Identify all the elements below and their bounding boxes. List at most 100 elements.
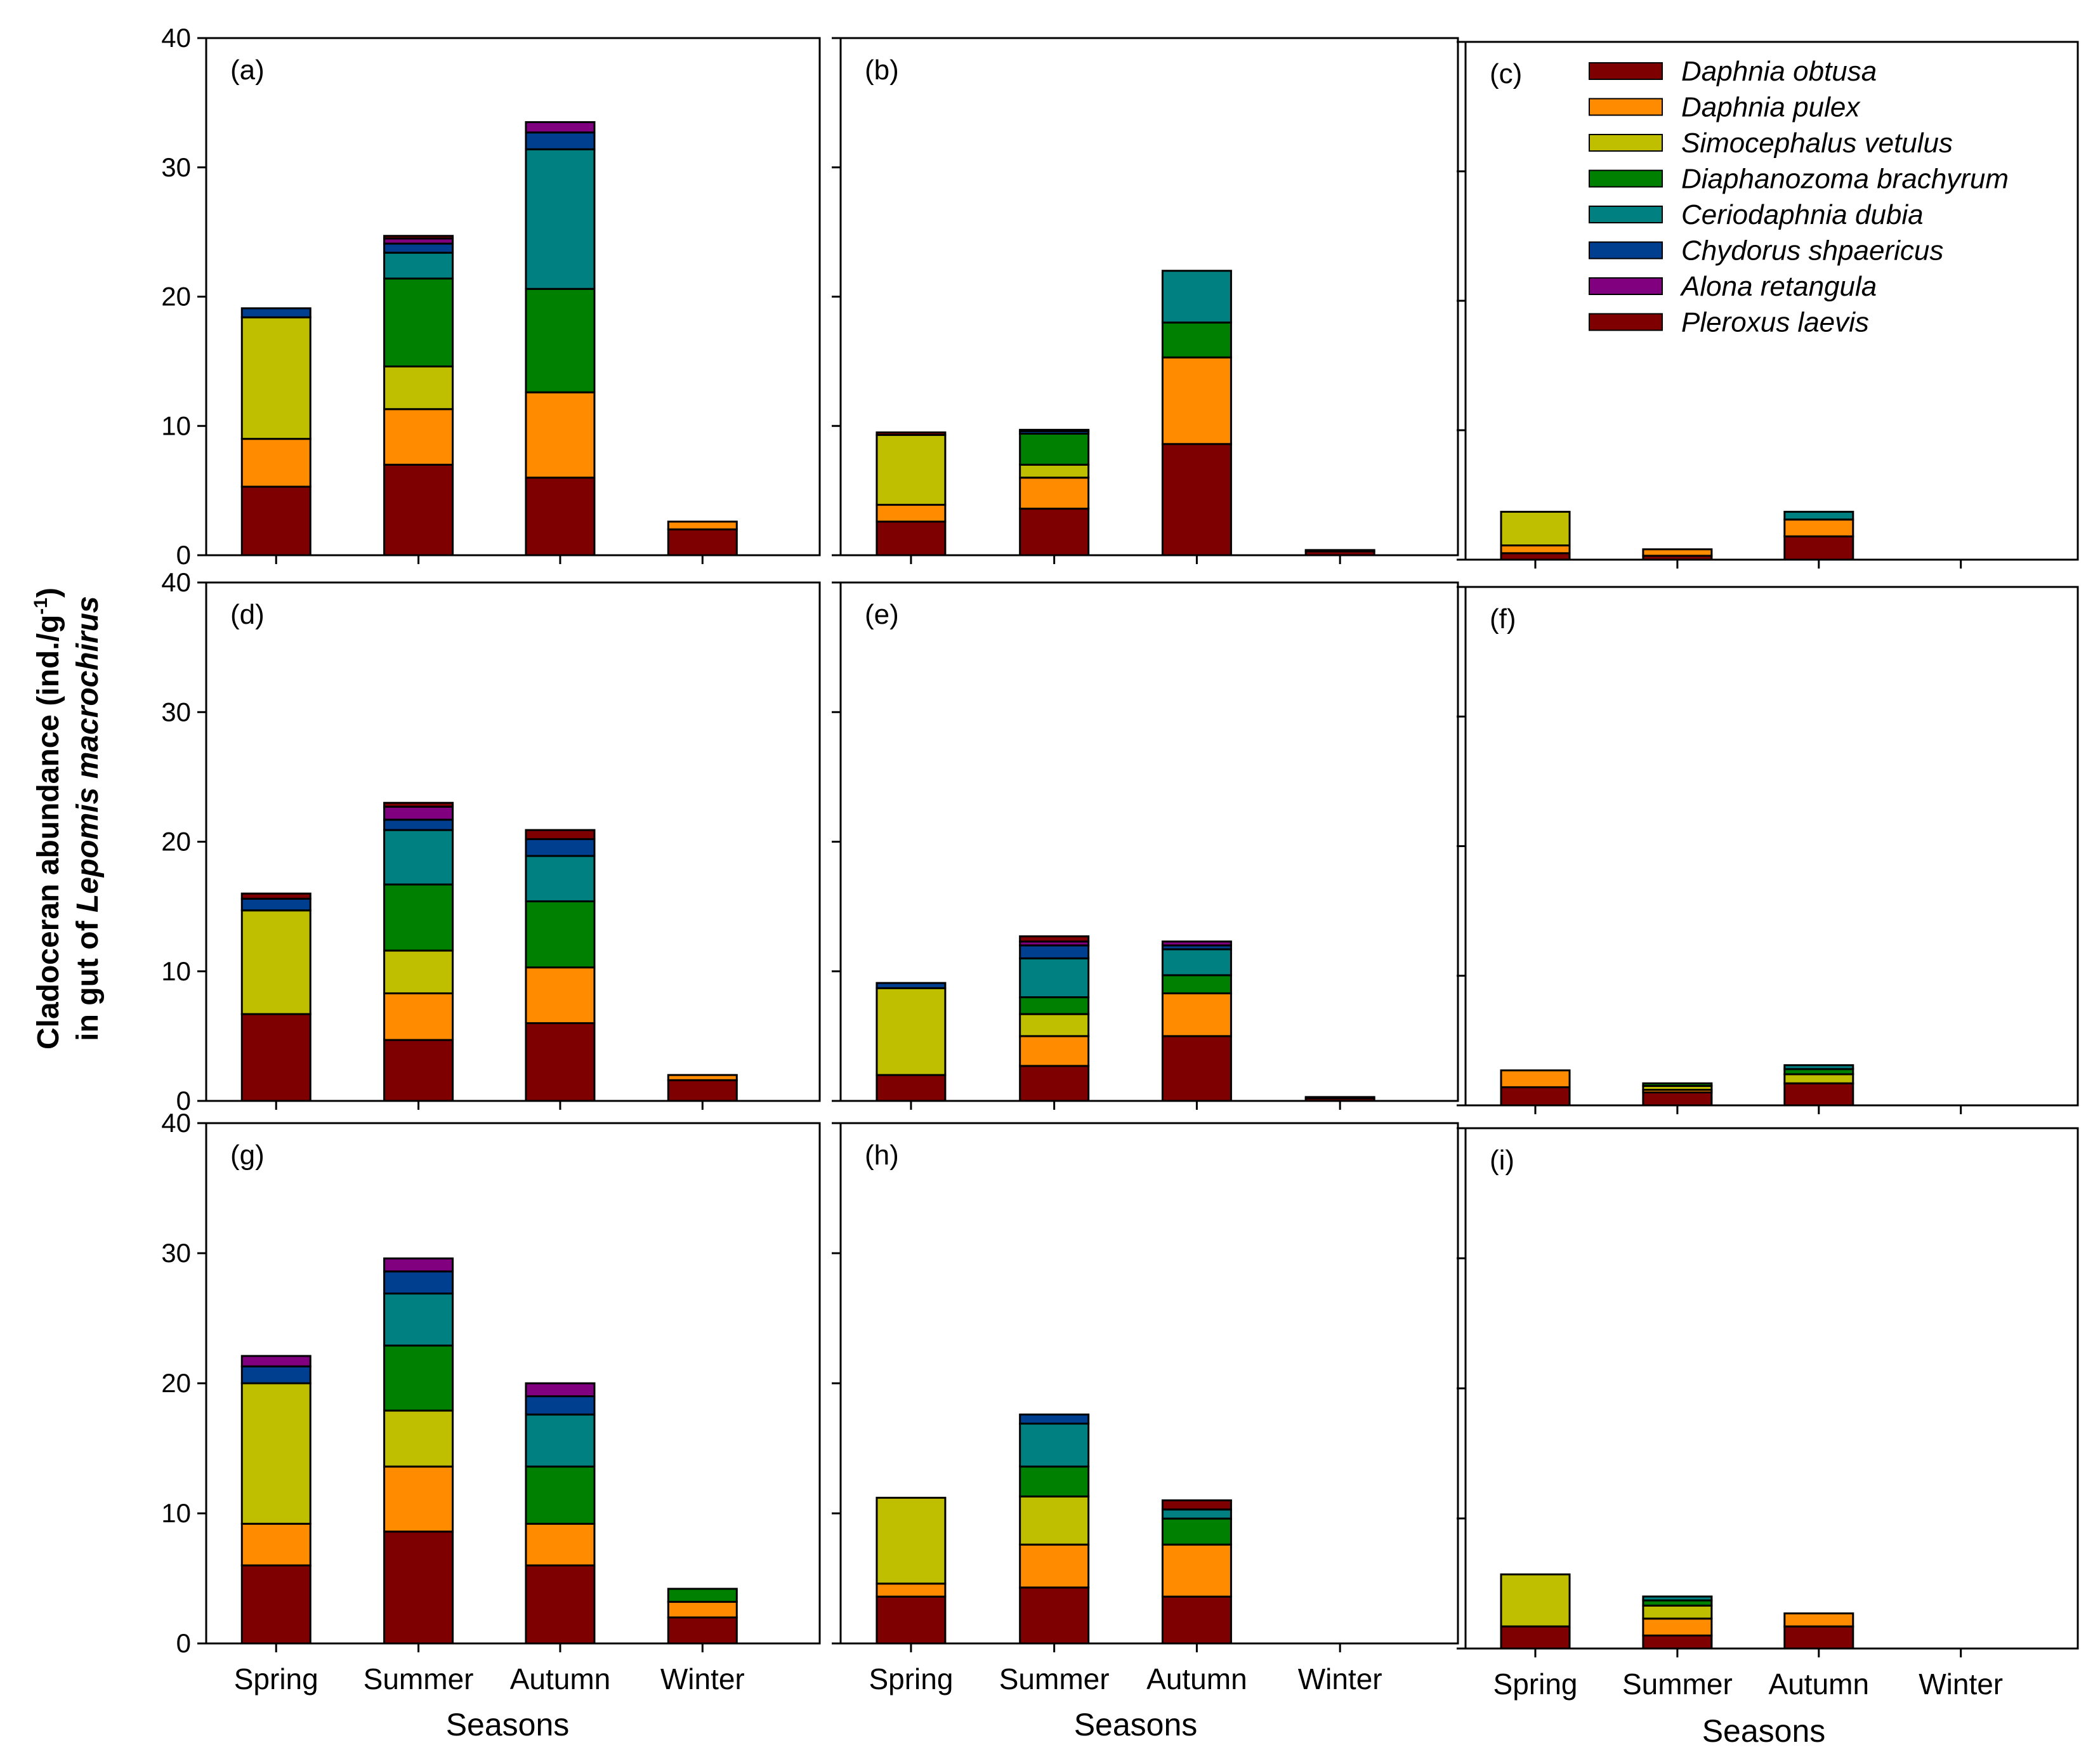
panel-e: (e): [832, 581, 1459, 1110]
bar-segment: [1161, 1595, 1232, 1645]
bar-segment: [525, 829, 596, 840]
bar-segment: [525, 1395, 596, 1416]
y-tick-label: 40: [161, 567, 191, 597]
bar-segment: [383, 1530, 454, 1645]
panel-h: Spring Summer Autumn Winter (h): [832, 1122, 1459, 1695]
bar-segment: [1161, 1508, 1232, 1520]
bar-segment: [667, 1600, 738, 1619]
bar-segment: [240, 316, 312, 440]
bar-segment: [383, 1039, 454, 1102]
bar-segment: [240, 1522, 312, 1567]
bar-segment: [240, 485, 312, 556]
panel-g: 0 10 20 30 40 Spring Summer Autumn Winter (g): [161, 1108, 821, 1695]
y-tick-label: 20: [161, 1368, 191, 1398]
bar-segment: [1019, 1423, 1090, 1468]
panel-c: (c): [1457, 41, 2079, 569]
bar-segment: [383, 801, 454, 808]
legend-swatch: [1589, 206, 1663, 223]
panel-label: (i): [1490, 1145, 1514, 1176]
bar-segment: [667, 1588, 738, 1603]
bar-segment: [1019, 944, 1090, 959]
bar-segment: [1019, 1465, 1090, 1497]
y-tick-label: 20: [161, 282, 191, 312]
bar-segment: [1500, 552, 1571, 561]
bar-segment: [1019, 508, 1090, 556]
y-tick-label: 10: [161, 1498, 191, 1528]
panel-label: (f): [1490, 603, 1516, 635]
bar-segment: [525, 287, 596, 393]
bar-segment: [1019, 1065, 1090, 1102]
bar-segment: [1642, 1604, 1713, 1620]
y-tick-label: 20: [161, 827, 191, 857]
bar-segment: [1642, 1635, 1713, 1650]
bar-segment: [1019, 996, 1090, 1015]
bar-segment: [1304, 549, 1375, 553]
bar-segment: [667, 520, 738, 530]
x-tick-label: Spring: [234, 1662, 318, 1695]
bar-segment: [525, 1413, 596, 1468]
legend-label: Alona retangula: [1679, 271, 1877, 302]
x-axis-label-col1: Seasons: [446, 1707, 570, 1742]
bar-segment: [1642, 1091, 1713, 1107]
legend-label: Chydorus shpaericus: [1681, 235, 1943, 267]
bar-segment: [876, 1074, 947, 1102]
bar-segment: [383, 992, 454, 1041]
bar-segment: [1161, 1035, 1232, 1102]
bar-segment: [876, 982, 947, 989]
bar-segment: [1019, 428, 1090, 432]
legend-swatch: [1589, 134, 1663, 152]
legend-swatch: [1589, 277, 1663, 295]
bar-segment: [525, 900, 596, 969]
panel-label: (a): [230, 55, 265, 86]
bar-segment: [240, 1013, 312, 1102]
bar-segment: [876, 1595, 947, 1645]
bar-segment: [876, 520, 947, 556]
bar-segment: [1161, 1517, 1232, 1546]
bar-segment: [1783, 518, 1854, 537]
bar-segment: [240, 1564, 312, 1645]
bar-segment: [383, 235, 454, 240]
bar-segment: [1783, 1612, 1854, 1628]
y-axis-label: Cladoceran abundance (ind./g-1) in gut o…: [30, 588, 105, 1050]
legend-label: Pleroxus laevis: [1681, 307, 1869, 338]
panels-layer: 0 10 20 30 40 (a) (b) (c) 0 10 20 30 40 (d) (e) (f) 0 10 2…: [161, 23, 2079, 1701]
bar-segment: [1304, 1096, 1375, 1100]
bar-segment: [667, 528, 738, 556]
x-tick-label: Summer: [364, 1662, 474, 1695]
bar-segment: [240, 897, 312, 912]
bar-segment: [1642, 1617, 1713, 1637]
bar-segment: [525, 1522, 596, 1567]
legend-label: Ceriodaphnia dubia: [1681, 199, 1924, 230]
bar-segment: [383, 1465, 454, 1533]
x-tick-label: Winter: [1919, 1668, 2003, 1701]
bar-segment: [525, 121, 596, 134]
bar-segment: [1019, 1413, 1090, 1425]
bar-segment: [383, 463, 454, 556]
y-tick-label: 0: [176, 540, 191, 570]
x-tick-label: Winter: [1298, 1662, 1382, 1695]
x-axis-label-col2: Seasons: [1074, 1707, 1198, 1742]
y-tick-label: 30: [161, 1238, 191, 1268]
bar-segment: [383, 1257, 454, 1273]
bar-segment: [525, 1382, 596, 1397]
bar-segment: [876, 1583, 947, 1598]
bar-segment: [240, 438, 312, 488]
x-tick-label: Winter: [660, 1662, 745, 1695]
bar-segment: [1161, 1543, 1232, 1598]
bar-segment: [383, 1409, 454, 1468]
bar-segment: [525, 477, 596, 556]
bar-segment: [1161, 356, 1232, 445]
y-tick-label: 40: [161, 23, 191, 53]
bar-segment: [240, 1355, 312, 1367]
bar-segment: [525, 1564, 596, 1645]
bar-segment: [240, 1365, 312, 1385]
y-tick-label: 40: [161, 1108, 191, 1138]
bar-segment: [383, 949, 454, 994]
y-tick-label: 0: [176, 1628, 191, 1658]
panel-b: (b): [832, 37, 1459, 564]
legend-label: Daphnia obtusa: [1681, 56, 1877, 87]
bar-segment: [383, 829, 454, 886]
bar-segment: [1019, 463, 1090, 479]
bar-segment: [240, 892, 312, 900]
